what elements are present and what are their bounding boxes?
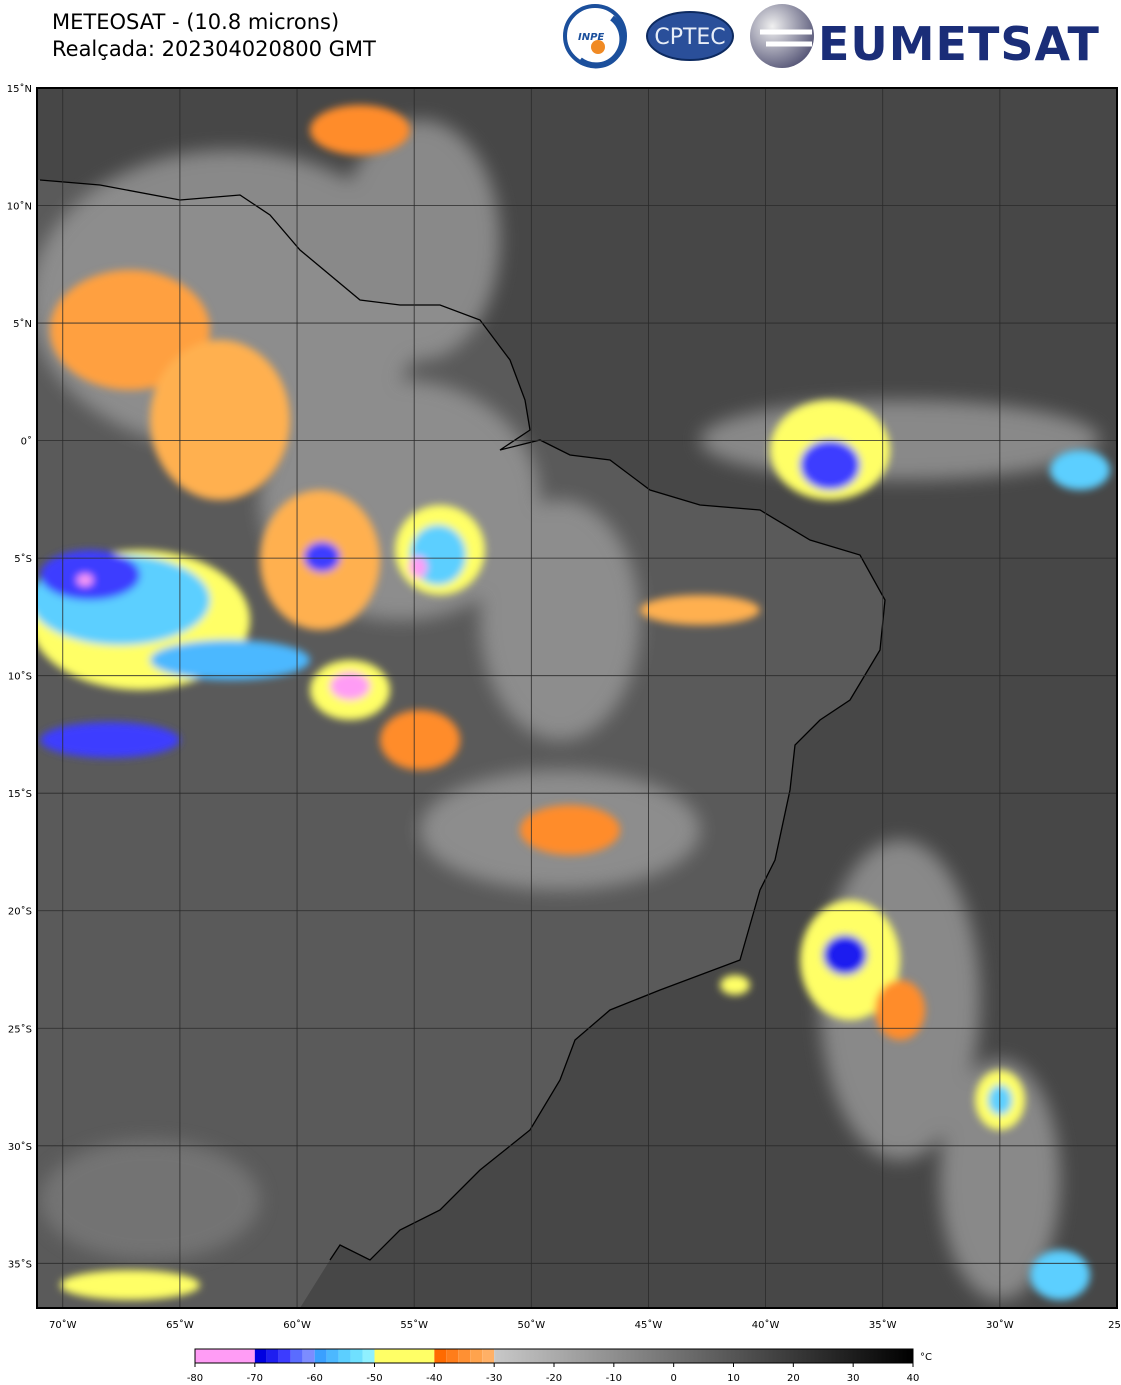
colorbar-segment bbox=[458, 1349, 471, 1363]
lon-label: 65˚W bbox=[166, 1319, 194, 1331]
coastline bbox=[39, 179, 886, 1261]
lat-label: 20˚S bbox=[8, 906, 32, 918]
lat-label: 10˚S bbox=[8, 671, 32, 683]
colorbar-tick-label: -20 bbox=[546, 1373, 562, 1384]
colorbar-segment bbox=[314, 1349, 327, 1363]
title: METEOSAT - (10.8 microns) bbox=[52, 10, 339, 34]
eumetsat-text: EUMETSAT bbox=[818, 17, 1100, 71]
colorbar-tick-label: -60 bbox=[306, 1373, 322, 1384]
lon-label: 30˚W bbox=[986, 1319, 1014, 1331]
lat-label: 5˚N bbox=[13, 318, 32, 330]
colorbar-segment bbox=[326, 1349, 339, 1363]
lon-label: 40˚W bbox=[752, 1319, 780, 1331]
inpe-text: INPE bbox=[578, 32, 604, 43]
colorbar-tick-label: -40 bbox=[426, 1373, 442, 1384]
inpe-dot bbox=[591, 40, 605, 54]
lon-label: 45˚W bbox=[635, 1319, 663, 1331]
colorbar-tick-label: 40 bbox=[907, 1373, 920, 1384]
satellite-image bbox=[37, 88, 1117, 1308]
lon-label: 60˚W bbox=[283, 1319, 311, 1331]
lon-label: 55˚W bbox=[400, 1319, 428, 1331]
eumetsat-globe bbox=[750, 4, 814, 68]
colorbar-unit: °C bbox=[920, 1352, 932, 1363]
lat-label: 5˚S bbox=[14, 553, 32, 565]
colorbar-segment bbox=[290, 1349, 303, 1363]
colorbar-tick-label: 0 bbox=[670, 1373, 676, 1384]
colorbar-segment bbox=[302, 1349, 315, 1363]
colorbar-tick-label: -30 bbox=[486, 1373, 502, 1384]
colorbar-segment bbox=[338, 1349, 351, 1363]
cold-cloud-tops bbox=[37, 105, 1110, 1300]
lat-label: 25˚S bbox=[8, 1023, 32, 1035]
lon-label: 50˚W bbox=[518, 1319, 546, 1331]
colorbar-tick-label: 20 bbox=[787, 1373, 800, 1384]
colorbar: -80 -70 -60 -50 -40 -30 -20 -10 0 10 20 30 40°C bbox=[187, 1348, 932, 1384]
lat-label: 0˚ bbox=[21, 436, 32, 448]
graticule bbox=[37, 88, 1117, 1308]
lon-label: 25˚ bbox=[1108, 1319, 1121, 1331]
colorbar-segment bbox=[470, 1349, 483, 1363]
colorbar-segment bbox=[278, 1349, 291, 1363]
lat-label: 30˚S bbox=[8, 1141, 32, 1153]
colorbar-segment bbox=[195, 1349, 255, 1363]
colorbar-tick-label: -70 bbox=[247, 1373, 263, 1384]
colorbar-tick-label: -80 bbox=[187, 1373, 203, 1384]
colorbar-segment bbox=[362, 1349, 375, 1363]
lat-label: 15˚N bbox=[7, 83, 32, 95]
colorbar-segment bbox=[374, 1349, 435, 1363]
colorbar-tick-label: -10 bbox=[606, 1373, 622, 1384]
coordinate-labels: 15˚N 10˚N 5˚N 0˚ 5˚S 10˚S 15˚S 20˚S 25˚S 30˚S 35˚S… bbox=[7, 83, 1121, 1331]
colorbar-segment bbox=[434, 1349, 447, 1363]
cptec-text: CPTEC bbox=[654, 25, 725, 50]
lat-label: 10˚N bbox=[7, 201, 32, 213]
colorbar-segment bbox=[494, 1349, 913, 1363]
colorbar-segment bbox=[254, 1349, 267, 1363]
cptec-logo bbox=[646, 11, 734, 61]
eumetsat-swoosh bbox=[760, 29, 812, 47]
colorbar-segment bbox=[446, 1349, 459, 1363]
map-frame bbox=[36, 87, 1118, 1309]
lat-label: 35˚S bbox=[8, 1258, 32, 1270]
lat-label: 15˚S bbox=[8, 788, 32, 800]
colorbar-segment bbox=[266, 1349, 279, 1363]
colorbar-segment bbox=[350, 1349, 363, 1363]
subtitle: Realçada: 202304020800 GMT bbox=[52, 37, 376, 61]
colorbar-segment bbox=[482, 1349, 495, 1363]
lon-label: 35˚W bbox=[869, 1319, 897, 1331]
lon-label: 70˚W bbox=[49, 1319, 77, 1331]
colorbar-tick-label: 30 bbox=[847, 1373, 860, 1384]
inpe-arrow bbox=[578, 15, 626, 69]
colorbar-tick-label: -50 bbox=[366, 1373, 382, 1384]
colorbar-tick-label: 10 bbox=[727, 1373, 740, 1384]
logos: INPE CPTEC EUMETSAT bbox=[563, 4, 1100, 71]
